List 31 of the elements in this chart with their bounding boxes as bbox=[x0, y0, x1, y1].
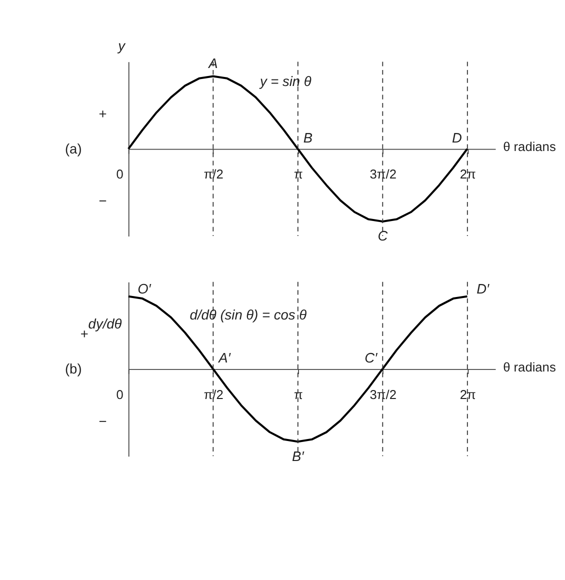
x-axis-title: θ radians bbox=[503, 359, 556, 374]
annotation: B′ bbox=[292, 448, 304, 464]
annotation: C′ bbox=[364, 350, 378, 366]
x-tick-label: 2π bbox=[460, 386, 476, 402]
text: + bbox=[98, 106, 107, 122]
y-axis-title: y bbox=[117, 38, 126, 54]
annotation: C bbox=[378, 228, 388, 244]
text: − bbox=[98, 194, 107, 209]
x-tick-label: 2π bbox=[460, 166, 476, 182]
x-tick-label: π/2 bbox=[204, 166, 224, 182]
y-axis-title: dy/dθ bbox=[88, 316, 122, 332]
x-tick-label: 0 bbox=[116, 386, 124, 402]
text: + bbox=[80, 326, 88, 342]
annotation: B bbox=[303, 130, 313, 146]
annotation: D′ bbox=[476, 282, 490, 297]
annotation: y = sin θ bbox=[258, 74, 312, 90]
annotation: d/dθ (sin θ) = cos θ bbox=[190, 307, 308, 322]
x-tick-label: 3π/2 bbox=[370, 386, 396, 402]
x-tick-label: π bbox=[294, 166, 303, 182]
x-tick-label: 0 bbox=[116, 166, 124, 182]
annotation: D bbox=[452, 130, 462, 146]
x-axis-title: θ radians bbox=[503, 139, 556, 154]
text: (a) bbox=[64, 141, 82, 156]
annotation: O′ bbox=[138, 282, 152, 297]
x-tick-label: π/2 bbox=[204, 386, 224, 402]
text: (b) bbox=[64, 362, 82, 377]
x-tick-label: 3π/2 bbox=[370, 166, 396, 182]
text: − bbox=[98, 414, 107, 429]
annotation: A′ bbox=[218, 350, 231, 366]
annotation: A bbox=[208, 56, 218, 71]
x-tick-label: π bbox=[294, 386, 303, 402]
